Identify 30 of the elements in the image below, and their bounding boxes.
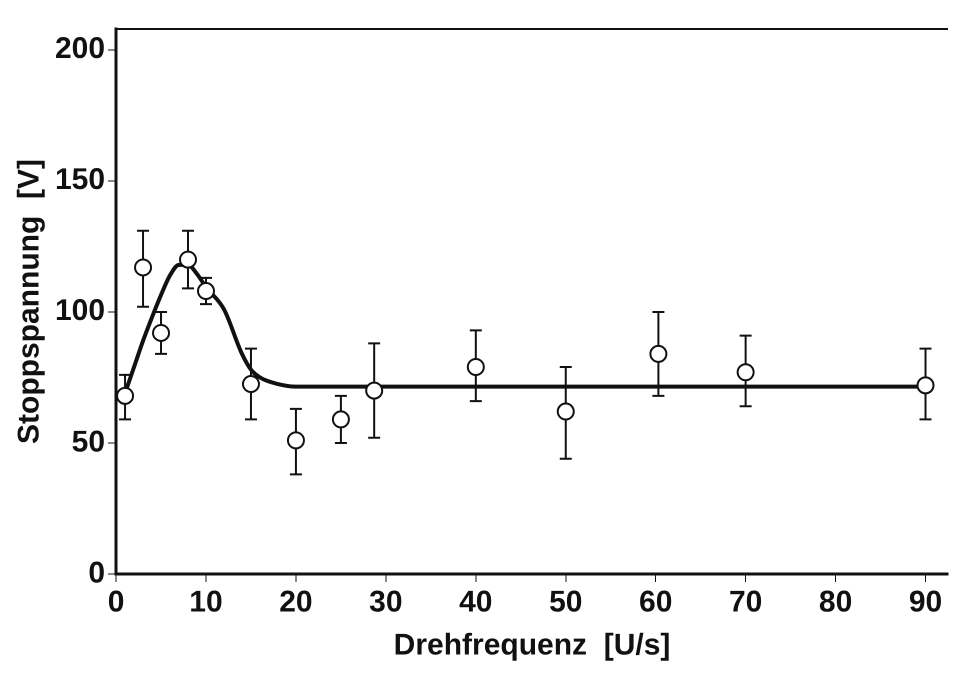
point <box>134 258 152 276</box>
x-tick-label: 30 <box>369 585 403 618</box>
x-tick-label: 50 <box>549 585 582 618</box>
point <box>365 382 384 400</box>
x-tick-label: 60 <box>639 585 672 618</box>
point <box>466 358 485 376</box>
point <box>916 376 935 394</box>
point <box>736 363 755 382</box>
point <box>332 410 350 428</box>
x-tick-label: 10 <box>189 585 223 618</box>
y-tick-label: 100 <box>54 294 106 328</box>
x-tick-label: 20 <box>279 585 313 618</box>
point <box>649 344 668 363</box>
x-axis-title: Drehfrequenz [U/s] <box>394 628 670 662</box>
x-tick-label: 90 <box>908 585 942 618</box>
x-tick-label: 40 <box>459 585 492 618</box>
y-tick-label: 150 <box>54 163 106 196</box>
y-axis-title: Stoppspannung [V] <box>12 159 46 444</box>
point <box>286 431 305 450</box>
y-tick-label: 200 <box>54 32 106 66</box>
x-tick-label: 80 <box>818 585 852 618</box>
x-tick-label: 70 <box>728 585 762 618</box>
point <box>556 402 575 421</box>
y-tick-label: 0 <box>88 556 106 590</box>
point <box>116 386 134 405</box>
y-tick-label: 50 <box>72 425 106 458</box>
point <box>242 375 260 394</box>
point <box>179 250 198 269</box>
point <box>196 282 215 300</box>
point <box>152 324 170 342</box>
